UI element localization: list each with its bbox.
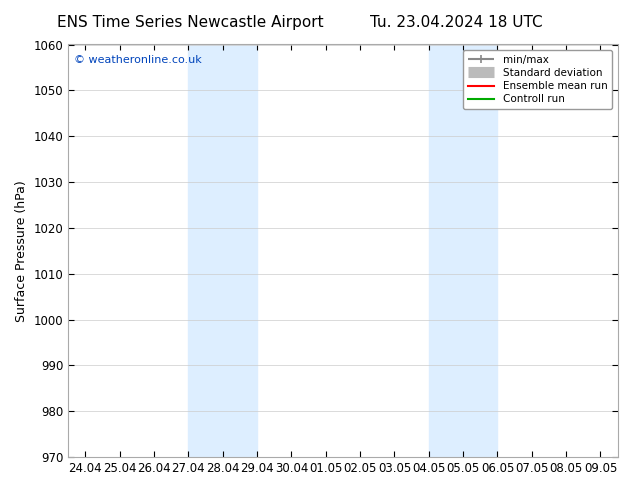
Bar [188,45,257,457]
Bar [429,45,498,457]
Legend: min/max, Standard deviation, Ensemble mean run, Controll run: min/max, Standard deviation, Ensemble me… [463,49,612,109]
Text: Tu. 23.04.2024 18 UTC: Tu. 23.04.2024 18 UTC [370,15,543,30]
Y-axis label: Surface Pressure (hPa): Surface Pressure (hPa) [15,180,28,322]
Text: ENS Time Series Newcastle Airport: ENS Time Series Newcastle Airport [57,15,323,30]
Text: © weatheronline.co.uk: © weatheronline.co.uk [74,55,202,65]
